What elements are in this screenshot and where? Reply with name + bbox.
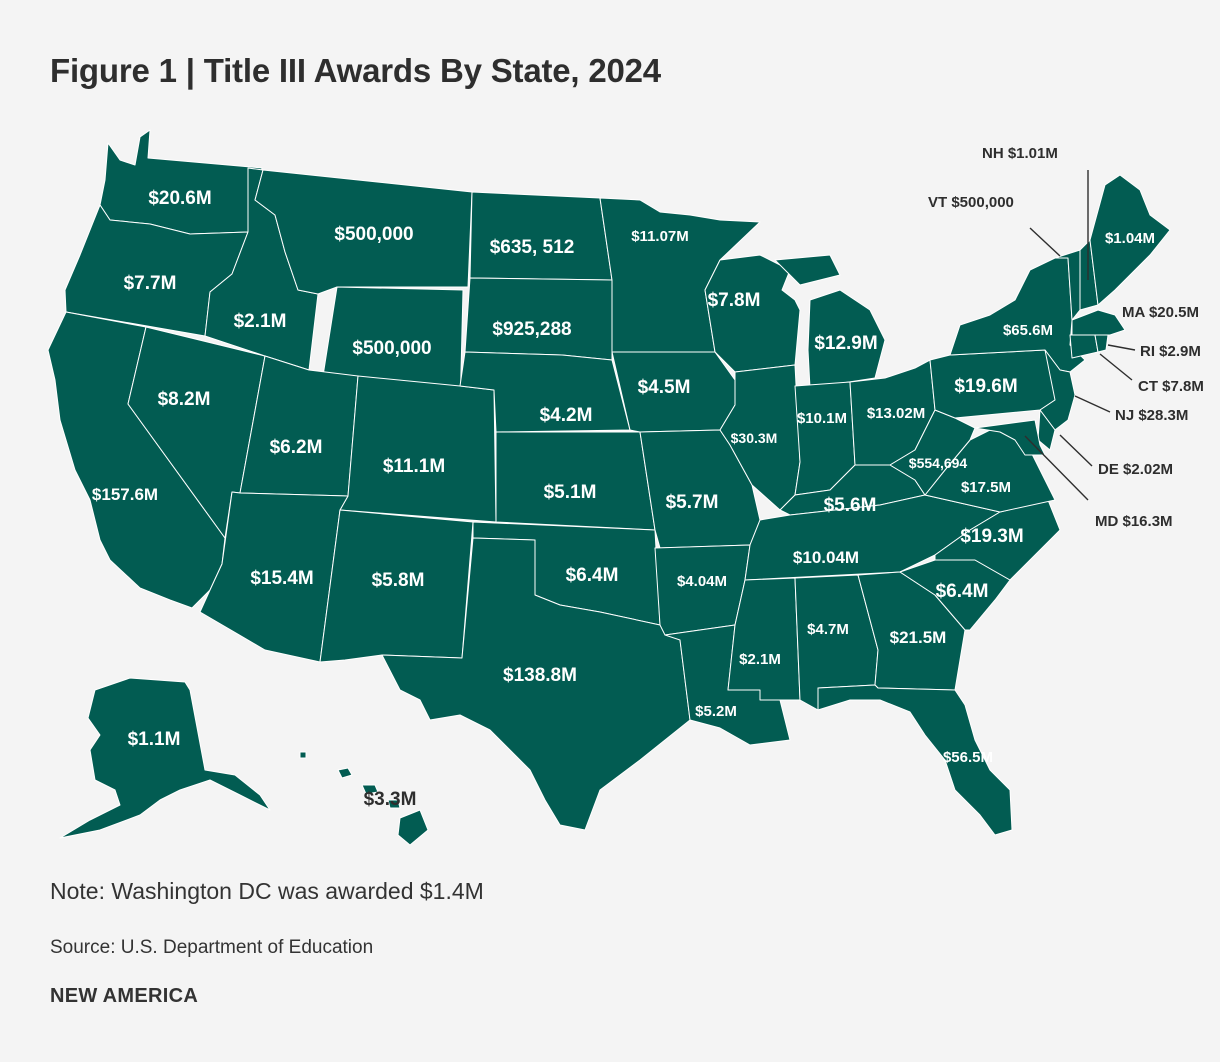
state-label-tn: $10.04M bbox=[793, 548, 859, 567]
state-DE bbox=[1037, 409, 1056, 451]
state-VT bbox=[1054, 249, 1081, 321]
callout-ri: RI $2.9M bbox=[1140, 343, 1201, 360]
state-label-sc: $6.4M bbox=[936, 581, 989, 602]
figure-title: Figure 1 | Title III Awards By State, 20… bbox=[50, 52, 661, 89]
source: Source: U.S. Department of Education bbox=[50, 937, 374, 958]
state-label-or: $7.7M bbox=[124, 273, 177, 294]
state-AK bbox=[59, 677, 271, 839]
arrow-nj bbox=[1074, 395, 1111, 413]
state-label-oh: $13.02M bbox=[867, 405, 925, 422]
state-label-nm: $5.8M bbox=[372, 570, 425, 591]
state-label-ms: $2.1M bbox=[739, 651, 781, 668]
state-MI bbox=[774, 254, 886, 389]
state-CO bbox=[339, 375, 497, 523]
state-label-fl: $56.5M bbox=[943, 749, 993, 766]
state-TX bbox=[381, 537, 691, 831]
state-label-wy: $500,000 bbox=[352, 338, 431, 359]
state-label-ak: $1.1M bbox=[128, 729, 181, 750]
state-label-nc: $19.3M bbox=[960, 526, 1023, 547]
callout-nj: NJ $28.3M bbox=[1115, 407, 1188, 424]
state-MT bbox=[254, 169, 473, 295]
state-label-nd: $635, 512 bbox=[490, 237, 575, 258]
state-label-ut: $6.2M bbox=[270, 437, 323, 458]
state-label-tx: $138.8M bbox=[503, 665, 577, 686]
state-label-me: $1.04M bbox=[1105, 230, 1155, 247]
state-label-mn: $11.07M bbox=[631, 228, 689, 245]
state-HI bbox=[299, 751, 429, 846]
state-RI bbox=[1094, 334, 1109, 353]
state-label-sd: $925,288 bbox=[492, 319, 571, 340]
state-label-nv: $8.2M bbox=[158, 389, 211, 410]
callout-de: DE $2.02M bbox=[1098, 461, 1173, 478]
state-label-ks: $5.1M bbox=[544, 482, 597, 503]
state-label-ok: $6.4M bbox=[566, 565, 619, 586]
state-label-ga: $21.5M bbox=[890, 628, 947, 647]
arrow-ri bbox=[1107, 344, 1136, 351]
state-AZ bbox=[199, 491, 349, 663]
state-label-az: $15.4M bbox=[250, 568, 313, 589]
state-NJ bbox=[1039, 349, 1076, 431]
state-NE bbox=[459, 351, 631, 433]
state-labels: $20.6M $7.7M $157.6M $8.2M $2.1M $500,000 $500… bbox=[92, 188, 1155, 810]
note: Note: Washington DC was awarded $1.4M bbox=[50, 878, 484, 904]
state-NC bbox=[934, 499, 1061, 581]
callout-ma: MA $20.5M bbox=[1122, 304, 1199, 321]
state-label-il: $30.3M bbox=[731, 430, 778, 446]
state-MA bbox=[1071, 309, 1126, 336]
state-label-mo: $5.7M bbox=[666, 492, 719, 513]
state-label-ky: $5.6M bbox=[824, 495, 877, 516]
callout-nh: NH $1.01M bbox=[982, 145, 1058, 162]
state-label-ia: $4.5M bbox=[638, 377, 691, 398]
arrow-md bbox=[1024, 435, 1089, 501]
state-label-va: $17.5M bbox=[961, 479, 1011, 496]
state-WI bbox=[704, 254, 801, 373]
state-ME bbox=[1089, 174, 1171, 306]
state-label-mi: $12.9M bbox=[814, 333, 877, 354]
state-label-pa: $19.6M bbox=[954, 376, 1017, 397]
state-label-la: $5.2M bbox=[695, 703, 737, 720]
state-FL bbox=[817, 684, 1013, 836]
state-label-ne: $4.2M bbox=[540, 405, 593, 426]
callout-vt: VT $500,000 bbox=[928, 194, 1014, 211]
state-label-hi: $3.3M bbox=[364, 789, 417, 810]
state-label-wv: $554,694 bbox=[909, 455, 968, 471]
state-label-ar: $4.04M bbox=[677, 573, 727, 590]
callout-md: MD $16.3M bbox=[1095, 513, 1173, 530]
arrow-vt bbox=[1029, 227, 1061, 257]
arrow-ct bbox=[1099, 353, 1133, 381]
state-KS bbox=[495, 431, 656, 531]
state-WA bbox=[99, 129, 263, 235]
state-label-wi: $7.8M bbox=[708, 290, 761, 311]
callouts: NH $1.01M VT $500,000 MA $20.5M RI $2.9M… bbox=[928, 145, 1204, 530]
state-label-ny: $65.6M bbox=[1003, 322, 1053, 339]
state-label-ca: $157.6M bbox=[92, 485, 158, 504]
state-shapes bbox=[47, 129, 1171, 846]
callout-ct: CT $7.8M bbox=[1138, 378, 1204, 395]
us-map: $20.6M $7.7M $157.6M $8.2M $2.1M $500,000 $500… bbox=[47, 129, 1204, 846]
brand-logo: NEW AMERICA bbox=[50, 985, 199, 1007]
state-MN bbox=[599, 197, 761, 353]
state-CT bbox=[1069, 334, 1099, 359]
state-label-mt: $500,000 bbox=[334, 224, 413, 245]
state-label-id: $2.1M bbox=[234, 311, 287, 332]
state-label-in: $10.1M bbox=[797, 410, 847, 427]
state-label-al: $4.7M bbox=[807, 621, 849, 638]
state-MD bbox=[974, 419, 1046, 456]
state-label-co: $11.1M bbox=[383, 456, 445, 477]
state-label-wa: $20.6M bbox=[148, 188, 211, 209]
state-ND bbox=[469, 191, 613, 281]
arrow-de bbox=[1059, 434, 1093, 467]
